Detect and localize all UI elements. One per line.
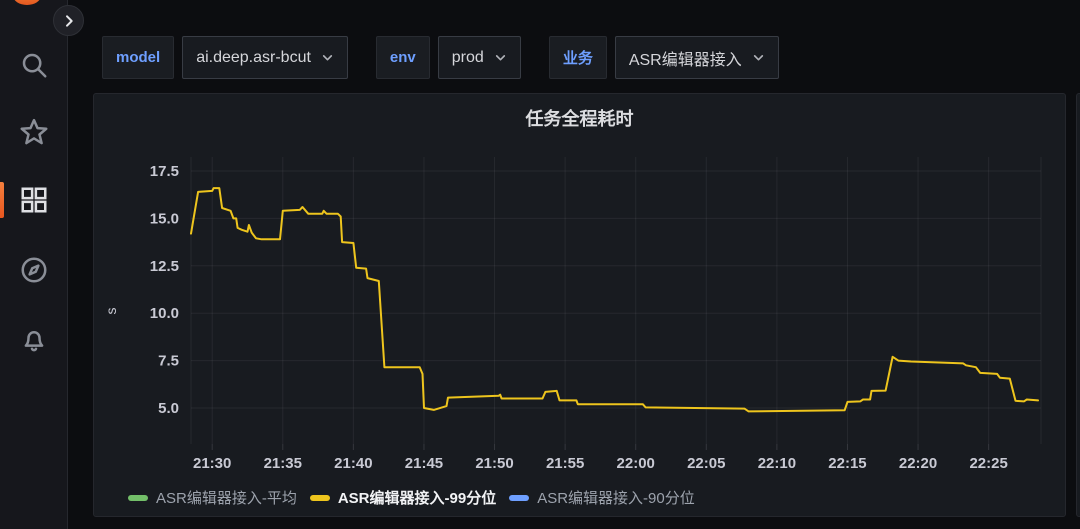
series-swatch	[128, 494, 148, 501]
series-swatch	[509, 494, 530, 501]
svg-text:15.0: 15.0	[150, 210, 179, 227]
legend-label: ASR编辑器接入-99分位	[337, 490, 497, 507]
svg-text:17.5: 17.5	[150, 163, 179, 180]
filter-env-label: env	[375, 36, 430, 79]
filter-business-dropdown[interactable]: ASR编辑器接入	[614, 36, 779, 79]
filter-business-label: 业务	[548, 36, 607, 79]
search-icon	[22, 53, 47, 78]
svg-text:21:40: 21:40	[334, 455, 372, 472]
svg-text:21:45: 21:45	[405, 455, 443, 472]
sidebar-item-dashboards[interactable]	[0, 178, 67, 222]
filter-model: model ai.deep.asr-bcut	[102, 36, 348, 79]
chart-legend: ASR编辑器接入-平均 ASR编辑器接入-99分位 ASR编辑器接入-90分位	[128, 487, 695, 508]
filter-env-dropdown[interactable]: prod	[437, 36, 521, 79]
adjacent-panel-edge	[1076, 93, 1080, 517]
svg-text:21:55: 21:55	[546, 455, 584, 472]
bell-icon	[24, 331, 44, 352]
legend-item-avg[interactable]: ASR编辑器接入-平均	[128, 487, 297, 508]
chevron-down-icon	[752, 51, 765, 64]
chevron-down-icon	[494, 51, 507, 64]
sidebar-item-alerting[interactable]	[0, 318, 67, 362]
svg-text:5.0: 5.0	[158, 400, 179, 417]
svg-text:22:10: 22:10	[758, 455, 796, 472]
sidebar-expand-button[interactable]	[53, 5, 84, 36]
sidebar	[0, 0, 68, 529]
svg-text:22:00: 22:00	[617, 455, 655, 472]
svg-text:22:05: 22:05	[687, 455, 725, 472]
filter-env-value: prod	[451, 48, 484, 66]
filter-business: 业务 ASR编辑器接入	[548, 36, 779, 79]
svg-text:7.5: 7.5	[158, 353, 179, 370]
chevron-right-icon	[65, 14, 73, 27]
filter-model-dropdown[interactable]: ai.deep.asr-bcut	[182, 36, 348, 79]
grid-icon	[21, 187, 47, 213]
svg-text:22:20: 22:20	[899, 455, 937, 472]
svg-text:22:15: 22:15	[828, 455, 866, 472]
panel-title[interactable]: 任务全程耗时	[525, 109, 634, 129]
sidebar-item-explore[interactable]	[0, 248, 67, 292]
svg-text:12.5: 12.5	[150, 258, 179, 275]
svg-text:22:25: 22:25	[969, 455, 1007, 472]
svg-text:s: s	[103, 308, 119, 315]
svg-text:21:35: 21:35	[264, 455, 302, 472]
sidebar-item-search[interactable]	[0, 43, 67, 87]
filter-model-label: model	[102, 36, 175, 79]
time-series-chart[interactable]: 5.0 7.5 10.0 12.5 15.0 17.5 21:30 21:35 21:40 21:…	[101, 141, 1067, 476]
legend-item-p90[interactable]: ASR编辑器接入-90分位	[509, 487, 695, 508]
filter-model-value: ai.deep.asr-bcut	[196, 48, 311, 66]
legend-label: ASR编辑器接入-平均	[156, 490, 297, 507]
chart-svg: 5.0 7.5 10.0 12.5 15.0 17.5 21:30 21:35 21:40 21:…	[103, 157, 1042, 472]
svg-text:21:50: 21:50	[475, 455, 513, 472]
timeseries-panel: 任务全程耗时 5.0 7.5 10.0 12.5 15.0 17.5 21:30 21:35 2…	[93, 93, 1066, 517]
grafana-logo[interactable]	[13, 0, 41, 5]
filter-business-value: ASR编辑器接入	[628, 51, 742, 69]
star-icon	[20, 118, 48, 145]
series-swatch	[309, 494, 330, 501]
svg-text:21:30: 21:30	[193, 455, 231, 472]
sidebar-item-starred[interactable]	[0, 110, 67, 154]
chevron-down-icon	[321, 51, 334, 64]
legend-label: ASR编辑器接入-90分位	[537, 490, 695, 507]
compass-icon	[21, 257, 47, 283]
filter-env: env prod	[375, 36, 521, 79]
legend-item-p99[interactable]: ASR编辑器接入-99分位	[309, 487, 497, 508]
svg-text:10.0: 10.0	[150, 305, 179, 322]
variable-filter-bar: model ai.deep.asr-bcut env prod 业务 ASR编辑…	[102, 36, 807, 79]
